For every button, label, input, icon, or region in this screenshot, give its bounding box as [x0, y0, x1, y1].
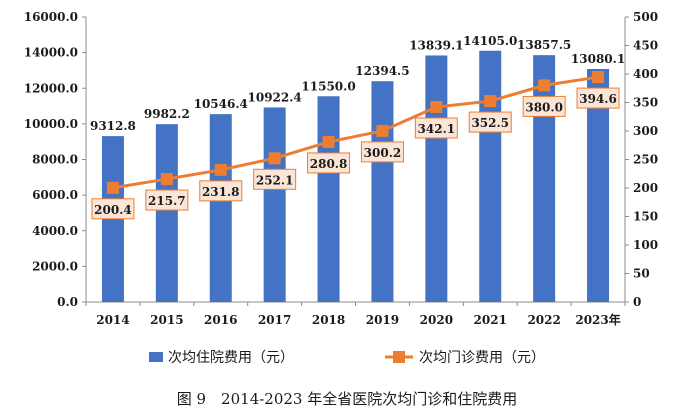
line-value-label: 280.8 — [310, 157, 348, 171]
line-marker — [538, 79, 551, 92]
bar-value-label: 13857.5 — [517, 38, 571, 52]
x-tick-label: 2014 — [96, 313, 129, 327]
line-marker — [430, 101, 443, 114]
bar-value-label: 13839.1 — [409, 38, 463, 52]
right-tick-label: 500 — [633, 10, 658, 24]
line-value-label: 394.6 — [579, 92, 617, 106]
legend-line-marker — [393, 351, 405, 363]
line-value-label: 200.4 — [94, 203, 132, 217]
bar — [155, 124, 178, 302]
line-label-box — [253, 168, 297, 190]
left-tick-label: 0.0 — [57, 295, 78, 309]
x-tick-label: 2017 — [258, 313, 291, 327]
left-tick-label: 4000.0 — [32, 224, 78, 238]
line-label-box — [468, 111, 512, 133]
x-tick-label: 2022 — [527, 313, 560, 327]
line-marker — [106, 181, 119, 194]
bar — [587, 69, 610, 303]
right-tick-label: 450 — [633, 39, 658, 53]
line-label-box — [414, 117, 458, 139]
bar — [263, 107, 286, 302]
left-tick-label: 16000.0 — [24, 10, 78, 24]
x-tick-label: 2019 — [366, 313, 399, 327]
line-label-box — [576, 87, 620, 109]
line-value-label: 231.8 — [202, 185, 240, 199]
left-tick-label: 12000.0 — [24, 81, 78, 95]
bar-value-label: 13080.1 — [571, 52, 625, 66]
line-label-box — [360, 141, 404, 163]
bar — [209, 114, 232, 303]
line-labels: 200.4 215.7 231.8 252.1 280.8 300.2 342.1 352.5… — [91, 87, 620, 220]
bar-value-label: 9982.2 — [144, 107, 190, 121]
legend: 次均住院费用（元） 次均门诊费用（元） — [149, 350, 545, 366]
line-value-label: 352.5 — [471, 116, 509, 130]
bar-labels: 9312.8 9982.2 10546.4 10922.411550.012394.5… — [90, 34, 625, 133]
chart-caption: 图 9 2014-2023 年全省医院次均门诊和住院费用 — [177, 390, 518, 408]
right-tick-label: 50 — [633, 267, 650, 281]
right-tick-label: 200 — [633, 181, 658, 195]
right-tick-label: 150 — [633, 210, 658, 224]
line-label-box — [145, 189, 189, 211]
bar-value-label: 10546.4 — [194, 97, 248, 111]
line-marker — [322, 135, 335, 148]
legend-bar-label: 次均住院费用（元） — [168, 350, 294, 366]
left-tick-label: 6000.0 — [32, 188, 78, 202]
line-series — [106, 71, 605, 194]
x-tick-label: 2023年 — [575, 312, 620, 327]
x-tick-label: 2018 — [312, 313, 345, 327]
x-tick-label: 2016 — [204, 313, 237, 327]
right-tick-label: 350 — [633, 96, 658, 110]
line-label-box — [199, 180, 243, 202]
right-tick-label: 250 — [633, 153, 658, 167]
right-tick-label: 0 — [633, 295, 641, 309]
legend-bar-swatch — [149, 352, 163, 362]
line-label-box — [91, 198, 135, 220]
line-value-label: 252.1 — [256, 173, 294, 187]
line-marker — [160, 173, 173, 186]
axes: 0.0 2000.0 4000.0 6000.0 8000.0 10000.0 12000.… — [24, 10, 658, 327]
right-tick-label: 100 — [633, 238, 658, 252]
line-marker — [214, 163, 227, 176]
left-tick-label: 14000.0 — [24, 46, 78, 60]
bar — [479, 50, 502, 303]
bar-value-label: 12394.5 — [355, 64, 409, 78]
line-marker — [484, 95, 497, 108]
right-tick-label: 300 — [633, 124, 658, 138]
x-tick-label: 2015 — [150, 313, 183, 327]
line-label-box — [522, 95, 566, 117]
line-marker — [376, 124, 389, 137]
bar-value-label: 9312.8 — [90, 119, 136, 133]
bar-value-label: 11550.0 — [301, 79, 355, 93]
left-tick-label: 2000.0 — [32, 259, 78, 273]
left-tick-label: 10000.0 — [24, 117, 78, 131]
line-marker — [268, 152, 281, 165]
bar — [533, 55, 556, 302]
line-value-label: 342.1 — [418, 122, 456, 136]
bar-value-label: 10922.4 — [248, 90, 302, 104]
bar — [371, 81, 394, 303]
left-tick-label: 8000.0 — [32, 153, 78, 167]
line-value-label: 380.0 — [525, 100, 563, 114]
line-value-label: 300.2 — [364, 146, 402, 160]
line-path — [112, 75, 599, 190]
right-tick-label: 400 — [633, 67, 658, 81]
x-tick-label: 2020 — [420, 313, 453, 327]
bar — [425, 55, 448, 303]
line-value-label: 215.7 — [148, 194, 186, 208]
bar-value-label: 14105.0 — [463, 34, 517, 48]
bar — [317, 96, 340, 302]
line-marker — [592, 71, 605, 84]
line-label-box — [307, 152, 351, 174]
legend-line-label: 次均门诊费用（元） — [419, 350, 545, 366]
x-tick-label: 2021 — [474, 313, 507, 327]
